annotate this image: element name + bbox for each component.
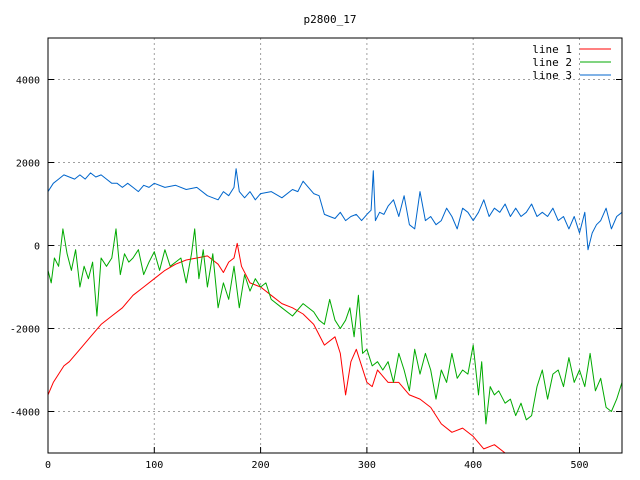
series-line-3 [48, 168, 622, 251]
x-tick-label: 500 [570, 460, 588, 471]
series-line-2 [48, 228, 622, 425]
legend-label: line 3 [532, 69, 572, 82]
x-tick-label: 200 [252, 460, 270, 471]
y-tick-label: -4000 [10, 408, 40, 419]
x-tick-label: 0 [45, 460, 51, 471]
y-tick-label: 0 [34, 242, 40, 253]
grid-layer [48, 38, 622, 453]
series-line-1 [48, 242, 506, 453]
y-tick-label: 2000 [16, 159, 40, 170]
tick-layer: 0 100 200 300 400 500 -4000 -2000 0 2000 4000 [10, 76, 622, 471]
y-tick-label: 4000 [16, 76, 40, 87]
y-tick-label: -2000 [10, 325, 40, 336]
x-tick-label: 100 [145, 460, 163, 471]
x-tick-label: 400 [464, 460, 482, 471]
legend-label: line 1 [532, 43, 572, 56]
legend-label: line 2 [532, 56, 572, 69]
chart-title: p2800_17 [304, 13, 357, 26]
x-tick-label: 300 [358, 460, 376, 471]
series-layer [48, 168, 622, 453]
